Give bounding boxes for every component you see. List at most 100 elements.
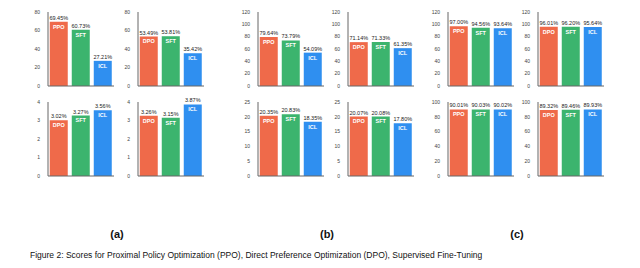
svg-text:90.03%: 90.03% — [471, 102, 490, 108]
svg-text:3: 3 — [127, 117, 130, 123]
svg-text:4: 4 — [127, 99, 130, 105]
svg-text:25: 25 — [244, 99, 250, 105]
svg-text:1: 1 — [37, 154, 40, 160]
svg-text:60: 60 — [34, 27, 40, 33]
svg-text:15: 15 — [244, 128, 250, 134]
svg-text:0: 0 — [337, 173, 340, 179]
svg-text:100: 100 — [332, 21, 341, 27]
svg-text:DPO: DPO — [353, 44, 366, 50]
svg-text:60: 60 — [244, 46, 250, 52]
svg-text:ICL: ICL — [98, 112, 108, 118]
svg-text:2: 2 — [37, 136, 40, 142]
svg-text:0: 0 — [127, 83, 130, 89]
svg-text:SFT: SFT — [286, 116, 297, 122]
svg-text:20.83%: 20.83% — [281, 107, 300, 113]
svg-text:0: 0 — [37, 83, 40, 89]
svg-text:96.01%: 96.01% — [539, 20, 558, 26]
svg-text:20.07%: 20.07% — [349, 110, 368, 116]
svg-text:120: 120 — [522, 9, 531, 15]
svg-text:20: 20 — [244, 114, 250, 120]
svg-text:93.64%: 93.64% — [493, 21, 512, 27]
svg-text:ICL: ICL — [398, 50, 408, 56]
svg-text:20: 20 — [524, 70, 530, 76]
svg-text:100: 100 — [432, 21, 441, 27]
svg-text:60: 60 — [524, 46, 530, 52]
svg-text:20: 20 — [244, 70, 250, 76]
svg-text:60: 60 — [124, 27, 130, 33]
svg-text:60: 60 — [434, 128, 440, 134]
svg-text:3.26%: 3.26% — [141, 109, 157, 115]
svg-text:0: 0 — [437, 173, 440, 179]
svg-text:100: 100 — [432, 99, 441, 105]
svg-text:71.33%: 71.33% — [371, 35, 390, 41]
svg-text:100: 100 — [522, 21, 531, 27]
svg-text:40: 40 — [244, 58, 250, 64]
svg-text:80: 80 — [34, 9, 40, 15]
svg-text:40: 40 — [524, 143, 530, 149]
svg-text:0: 0 — [337, 83, 340, 89]
svg-text:DPO: DPO — [143, 38, 156, 44]
svg-text:80: 80 — [434, 114, 440, 120]
svg-text:10: 10 — [334, 143, 340, 149]
svg-text:69.45%: 69.45% — [49, 15, 68, 21]
svg-text:54.09%: 54.09% — [303, 46, 322, 52]
svg-text:97.00%: 97.00% — [449, 19, 468, 25]
svg-text:40: 40 — [34, 46, 40, 52]
svg-text:3.15%: 3.15% — [163, 111, 179, 117]
svg-text:96.20%: 96.20% — [561, 20, 580, 26]
svg-text:80: 80 — [244, 33, 250, 39]
svg-text:4: 4 — [37, 99, 40, 105]
svg-text:ICL: ICL — [188, 55, 198, 61]
svg-text:0: 0 — [527, 173, 530, 179]
svg-text:40: 40 — [334, 58, 340, 64]
svg-text:20.35%: 20.35% — [259, 109, 278, 115]
svg-text:80: 80 — [124, 9, 130, 15]
svg-text:ICL: ICL — [308, 124, 318, 130]
svg-text:3.87%: 3.87% — [185, 97, 201, 103]
svg-text:PPO: PPO — [453, 111, 465, 117]
svg-text:0: 0 — [37, 173, 40, 179]
svg-text:15: 15 — [334, 128, 340, 134]
svg-text:40: 40 — [524, 58, 530, 64]
svg-text:0: 0 — [247, 173, 250, 179]
svg-text:20: 20 — [34, 64, 40, 70]
svg-text:120: 120 — [242, 9, 251, 15]
svg-text:18.35%: 18.35% — [303, 115, 322, 121]
svg-text:79.64%: 79.64% — [259, 30, 278, 36]
svg-text:ICL: ICL — [588, 29, 598, 35]
svg-text:3.56%: 3.56% — [95, 103, 111, 109]
svg-text:PPO: PPO — [263, 118, 275, 124]
svg-text:0: 0 — [437, 83, 440, 89]
svg-text:120: 120 — [332, 9, 341, 15]
svg-text:10: 10 — [244, 143, 250, 149]
svg-text:PPO: PPO — [453, 28, 465, 34]
svg-text:ICL: ICL — [498, 30, 508, 36]
svg-text:5: 5 — [337, 158, 340, 164]
svg-text:DPO: DPO — [53, 122, 66, 128]
svg-text:40: 40 — [434, 143, 440, 149]
svg-text:80: 80 — [434, 33, 440, 39]
svg-text:53.81%: 53.81% — [161, 29, 180, 35]
svg-text:SFT: SFT — [166, 38, 177, 44]
svg-text:17.80%: 17.80% — [393, 116, 412, 122]
svg-text:ICL: ICL — [398, 125, 408, 131]
svg-text:73.79%: 73.79% — [281, 33, 300, 39]
svg-text:PPO: PPO — [263, 39, 275, 45]
svg-text:20: 20 — [124, 64, 130, 70]
svg-text:60.73%: 60.73% — [71, 23, 90, 29]
svg-text:20: 20 — [334, 70, 340, 76]
svg-text:DPO: DPO — [543, 29, 556, 35]
svg-text:20.08%: 20.08% — [371, 110, 390, 116]
svg-text:ICL: ICL — [188, 106, 198, 112]
svg-text:80: 80 — [334, 33, 340, 39]
svg-text:120: 120 — [432, 9, 441, 15]
svg-text:20: 20 — [434, 70, 440, 76]
svg-text:60: 60 — [434, 46, 440, 52]
svg-text:60: 60 — [334, 46, 340, 52]
svg-text:0: 0 — [527, 83, 530, 89]
svg-text:94.56%: 94.56% — [471, 21, 490, 27]
svg-text:DPO: DPO — [143, 118, 156, 124]
svg-text:53.49%: 53.49% — [139, 30, 158, 36]
svg-text:2: 2 — [127, 136, 130, 142]
svg-text:20: 20 — [334, 114, 340, 120]
